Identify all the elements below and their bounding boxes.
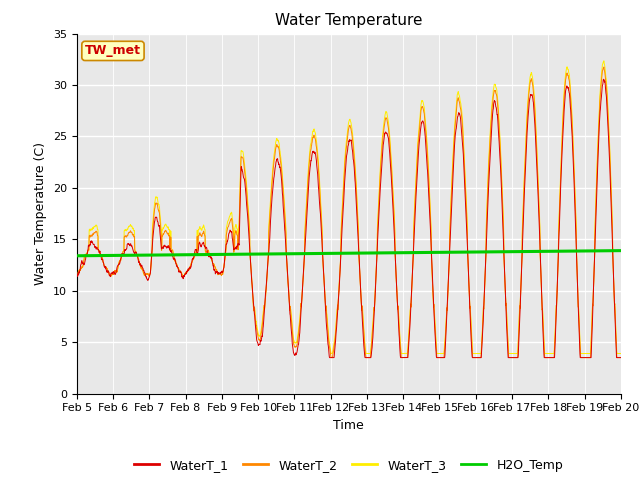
WaterT_1 [617, 355, 625, 360]
H2O_Temp [365, 250, 372, 256]
WaterT_2 [73, 272, 81, 278]
WaterT_2 [584, 355, 592, 360]
Legend: WaterT_1, WaterT_2, WaterT_3, H2O_Temp: WaterT_1, WaterT_2, WaterT_3, H2O_Temp [129, 454, 568, 477]
H2O_Temp [376, 250, 384, 256]
WaterT_2 [365, 355, 372, 360]
WaterT_1 [73, 273, 81, 279]
WaterT_2 [225, 224, 232, 229]
H2O_Temp [507, 249, 515, 254]
WaterT_3 [376, 163, 384, 169]
WaterT_1 [326, 355, 333, 360]
Y-axis label: Water Temperature (C): Water Temperature (C) [35, 142, 47, 285]
WaterT_2 [376, 169, 384, 175]
WaterT_3 [584, 350, 592, 356]
WaterT_2 [569, 141, 577, 146]
WaterT_2 [507, 355, 515, 360]
H2O_Temp [225, 252, 232, 257]
WaterT_3 [617, 350, 625, 356]
Text: TW_met: TW_met [85, 44, 141, 58]
H2O_Temp [617, 248, 625, 253]
WaterT_1 [584, 355, 592, 360]
H2O_Temp [584, 248, 591, 254]
WaterT_2 [600, 64, 608, 70]
X-axis label: Time: Time [333, 419, 364, 432]
WaterT_3 [225, 217, 232, 223]
WaterT_1 [600, 76, 607, 82]
WaterT_1 [376, 183, 384, 189]
Title: Water Temperature: Water Temperature [275, 13, 422, 28]
WaterT_1 [225, 232, 232, 238]
Line: WaterT_2: WaterT_2 [77, 67, 621, 358]
H2O_Temp [73, 253, 81, 259]
WaterT_3 [507, 350, 515, 356]
Line: WaterT_1: WaterT_1 [77, 79, 621, 358]
WaterT_1 [507, 355, 515, 360]
WaterT_3 [569, 134, 577, 140]
WaterT_3 [365, 350, 372, 356]
WaterT_2 [617, 355, 625, 360]
WaterT_2 [328, 355, 335, 360]
WaterT_3 [328, 350, 335, 356]
Line: H2O_Temp: H2O_Temp [77, 251, 621, 256]
WaterT_3 [73, 272, 81, 278]
WaterT_3 [600, 58, 608, 64]
WaterT_1 [569, 151, 577, 157]
Line: WaterT_3: WaterT_3 [77, 61, 621, 353]
H2O_Temp [569, 248, 577, 254]
WaterT_1 [365, 355, 372, 360]
